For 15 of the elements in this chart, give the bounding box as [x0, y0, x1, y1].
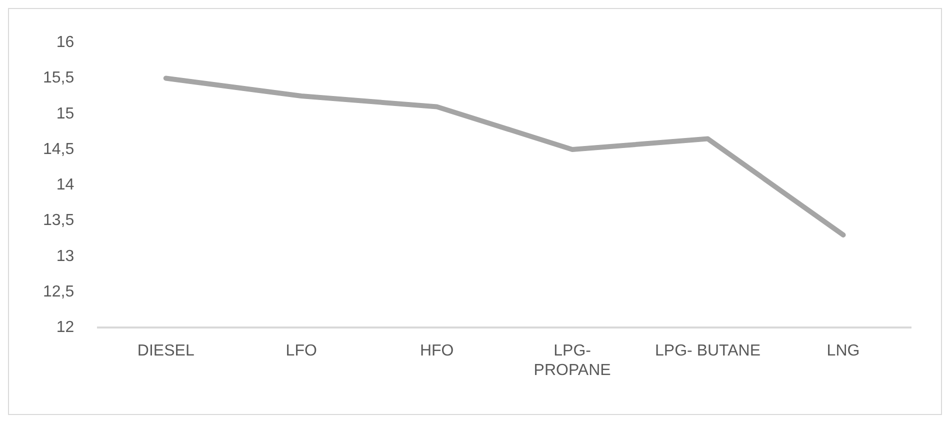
x-tick-label: LPG-PROPANE: [534, 342, 611, 379]
y-tick-label: 15: [56, 105, 74, 122]
x-tick-label: LFO: [286, 342, 317, 360]
y-tick-label: 13: [56, 248, 74, 265]
x-tick-label: LPG- BUTANE: [655, 342, 761, 360]
y-tick-label: 16: [56, 34, 74, 52]
y-tick-label: 15,5: [43, 70, 74, 87]
y-tick-label: 13,5: [43, 212, 74, 230]
x-tick-label: LNG: [826, 342, 860, 360]
y-tick-label: 14,5: [43, 140, 74, 158]
x-tick-label: DIESEL: [137, 342, 194, 360]
y-tick-label: 14: [56, 176, 74, 194]
y-tick-label: 12: [56, 319, 74, 336]
x-tick-label: HFO: [420, 342, 454, 360]
y-tick-label: 12,5: [43, 283, 74, 300]
